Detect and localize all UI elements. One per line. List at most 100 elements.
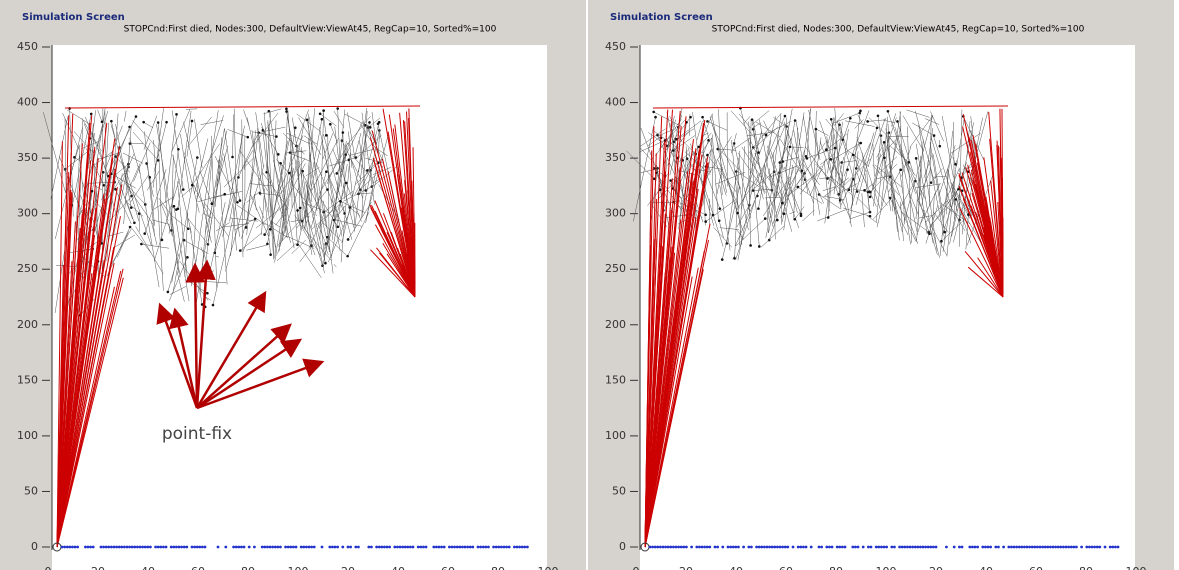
trace-line — [738, 113, 752, 129]
trace-line — [647, 189, 661, 206]
blue-node — [182, 545, 186, 549]
blue-node — [986, 545, 990, 549]
trace-line — [267, 183, 270, 213]
x-tick-label: 80 — [1079, 565, 1093, 570]
trace-node — [181, 188, 185, 191]
blue-node — [841, 545, 844, 549]
blue-node — [320, 545, 324, 549]
trace-line — [933, 135, 956, 205]
x-tick-label: 20 — [679, 565, 693, 570]
blue-node — [388, 545, 391, 549]
blue-node — [398, 545, 402, 549]
blue-node — [268, 545, 272, 549]
trace-node — [296, 209, 299, 212]
trace-line — [692, 112, 703, 186]
trace-line — [330, 180, 345, 214]
trace-line — [727, 182, 743, 231]
blue-node — [195, 545, 199, 549]
trace-line — [321, 220, 342, 242]
trace-line — [709, 116, 738, 214]
trace-line — [932, 154, 945, 220]
blue-node — [877, 545, 881, 549]
blue-node — [396, 545, 399, 549]
blue-node — [354, 545, 358, 549]
trace-line — [753, 114, 781, 148]
trace-line — [215, 255, 219, 258]
trace-line — [950, 132, 981, 154]
trace-node — [246, 135, 250, 139]
blue-node — [960, 545, 964, 549]
red-trace — [965, 126, 1004, 298]
trace-line — [803, 115, 821, 215]
blue-node — [820, 545, 823, 549]
trace-line — [81, 141, 99, 150]
trace-line — [783, 121, 814, 203]
blue-node — [716, 545, 719, 549]
trace-line — [352, 197, 356, 227]
trace-node — [237, 176, 240, 179]
trace-line — [246, 244, 268, 251]
blue-node — [885, 545, 888, 549]
trace-line — [207, 157, 223, 242]
trace-line — [840, 179, 854, 207]
trace-line — [918, 124, 938, 251]
trace-line — [128, 186, 146, 205]
trace-line — [783, 164, 794, 231]
trace-node — [142, 120, 145, 124]
trace-line — [867, 117, 886, 168]
trace-node — [305, 118, 309, 122]
blue-node — [685, 545, 688, 549]
plot-area — [52, 45, 547, 570]
trace-line — [271, 120, 277, 230]
trace-node — [238, 249, 242, 252]
trace-line — [712, 134, 719, 220]
blue-node — [934, 545, 938, 549]
trace-line — [200, 120, 224, 125]
red-trace — [392, 128, 416, 298]
trace-line — [180, 134, 190, 193]
trace-node — [882, 141, 886, 144]
trace-line — [81, 118, 102, 152]
trace-line — [802, 209, 815, 222]
trace-line — [307, 138, 318, 212]
trace-line — [298, 160, 301, 231]
trace-line — [172, 154, 192, 233]
blue-node — [651, 545, 654, 549]
blue-node — [312, 545, 316, 549]
trace-line — [184, 152, 200, 213]
trace-node — [223, 192, 227, 196]
blue-node — [117, 545, 121, 549]
trace-line — [793, 127, 799, 219]
trace-line — [199, 170, 213, 204]
trace-line — [718, 220, 724, 238]
trace-line — [96, 153, 118, 160]
trace-line — [169, 257, 188, 301]
blue-node — [648, 545, 652, 549]
blue-node — [476, 545, 480, 549]
trace-node — [318, 112, 322, 116]
y-tick-label: 300 — [605, 207, 626, 220]
trace-line — [367, 158, 382, 171]
red-trace — [56, 158, 99, 548]
blue-node — [770, 545, 774, 549]
trace-line — [261, 188, 265, 235]
trace-line — [86, 133, 94, 284]
trace-line — [255, 112, 264, 167]
blue-node — [523, 545, 527, 549]
trace-line — [921, 127, 934, 207]
y-tick-label: 250 — [605, 262, 626, 275]
trace-line — [939, 130, 953, 256]
trace-line — [705, 136, 732, 181]
blue-node — [1095, 545, 1099, 549]
trace-line — [800, 172, 802, 216]
trace-line — [294, 109, 309, 148]
trace-line — [717, 148, 737, 151]
trace-line — [753, 189, 772, 191]
trace-line — [665, 135, 677, 164]
trace-node — [128, 225, 132, 229]
trace-node — [196, 156, 199, 159]
trace-line — [796, 142, 826, 185]
red-trace — [382, 213, 416, 298]
blue-node — [341, 545, 345, 549]
